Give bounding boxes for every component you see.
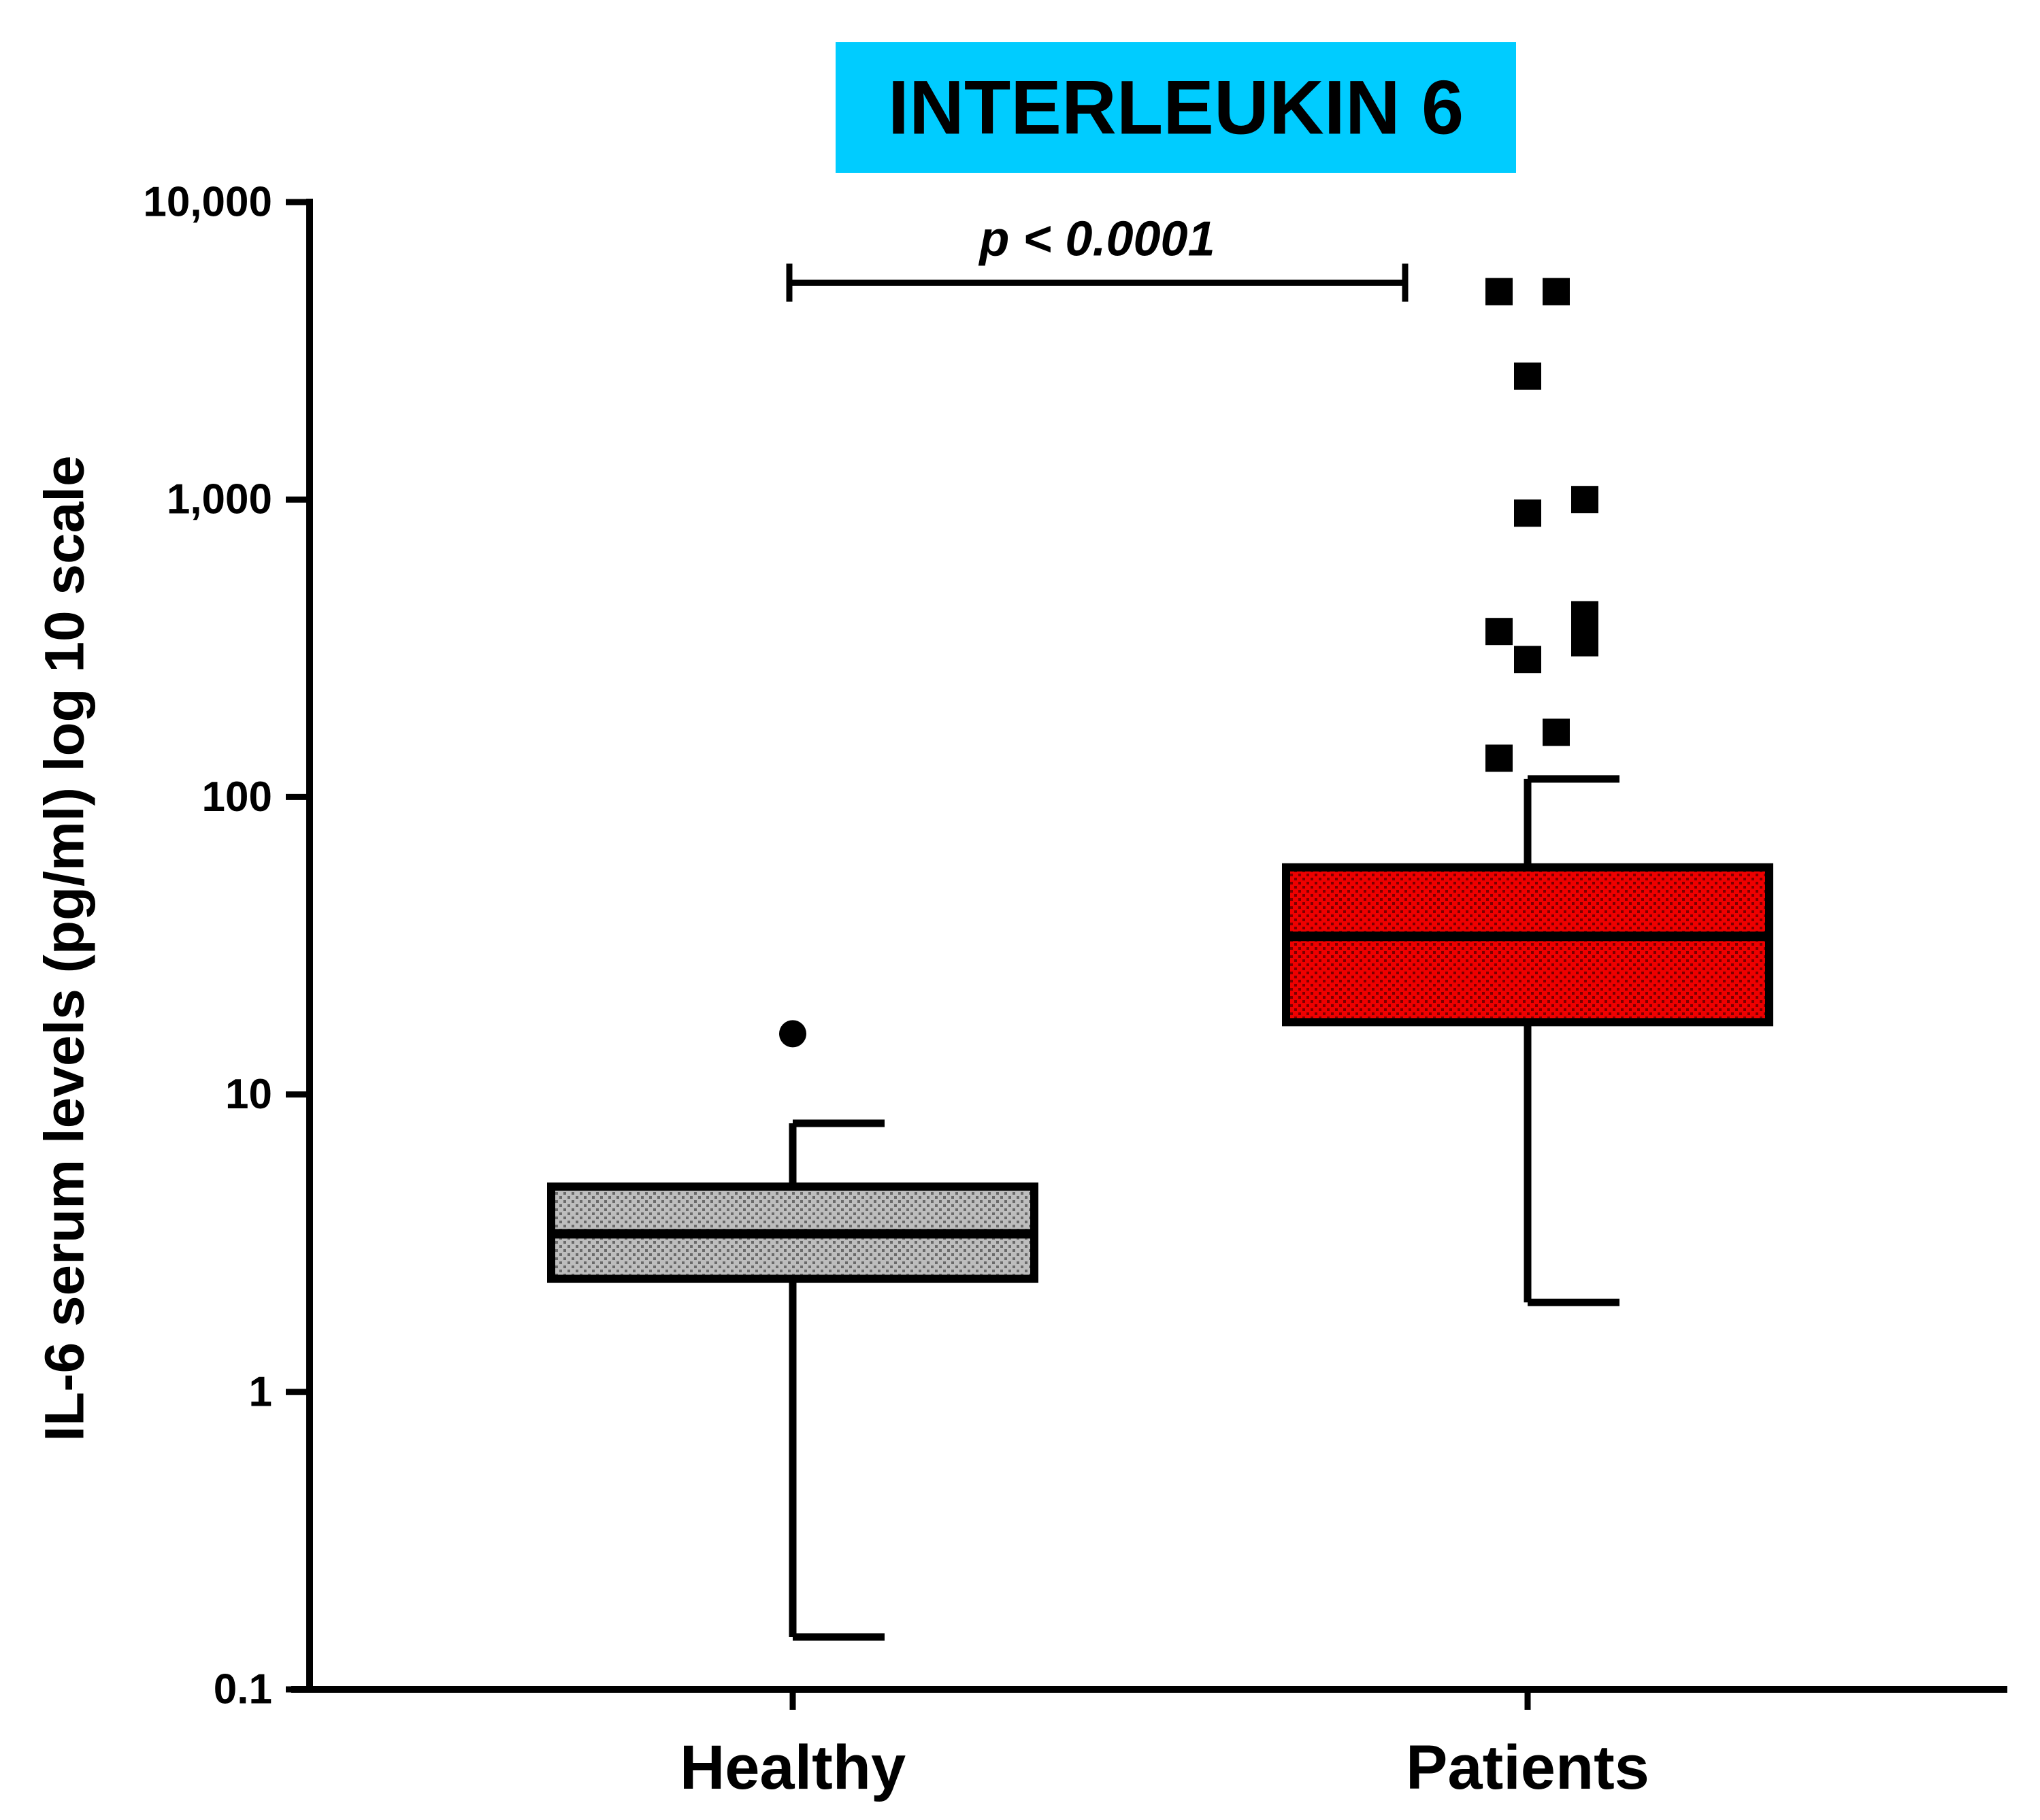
outlier-points: [779, 278, 1598, 1048]
y-tick-label: 10,000: [143, 179, 272, 226]
x-ticks: Healthy Patients: [680, 1689, 1649, 1802]
x-tick-label: Patients: [1406, 1733, 1649, 1802]
healthy-outlier-point: [779, 1020, 806, 1048]
y-tick-label: 1: [249, 1368, 272, 1415]
y-tick-label: 100: [202, 774, 272, 821]
patients-outlier-point: [1485, 744, 1513, 772]
y-axis-title: IL-6 serum levels (pg/ml) log 10 scale: [34, 455, 96, 1441]
box-plots: [547, 775, 1773, 1641]
patients-outlier-point: [1571, 629, 1598, 657]
p-value-label: p < 0.0001: [978, 212, 1215, 267]
y-tick-label: 0.1: [214, 1666, 272, 1713]
chart-title: INTERLEUKIN 6: [888, 65, 1464, 150]
patients-outlier-point: [1514, 362, 1541, 390]
x-tick-label: Healthy: [680, 1733, 906, 1802]
significance-annotation: p < 0.0001: [786, 212, 1409, 302]
y-tick-label: 10: [225, 1071, 272, 1118]
patients-outlier-point: [1485, 618, 1513, 646]
patients-outlier-point: [1485, 278, 1513, 305]
patients-outlier-point: [1543, 718, 1570, 746]
patients-outlier-point: [1514, 499, 1541, 527]
patients-outlier-point: [1543, 278, 1570, 305]
y-tick-label: 1,000: [167, 476, 272, 523]
patients-outlier-point: [1571, 486, 1598, 514]
patients-outlier-point: [1514, 646, 1541, 674]
y-ticks: 0.1 1 10 100 1,000 10,000: [143, 179, 310, 1713]
patients-box: [1282, 863, 1773, 1027]
chart-title-background: [836, 42, 1516, 173]
